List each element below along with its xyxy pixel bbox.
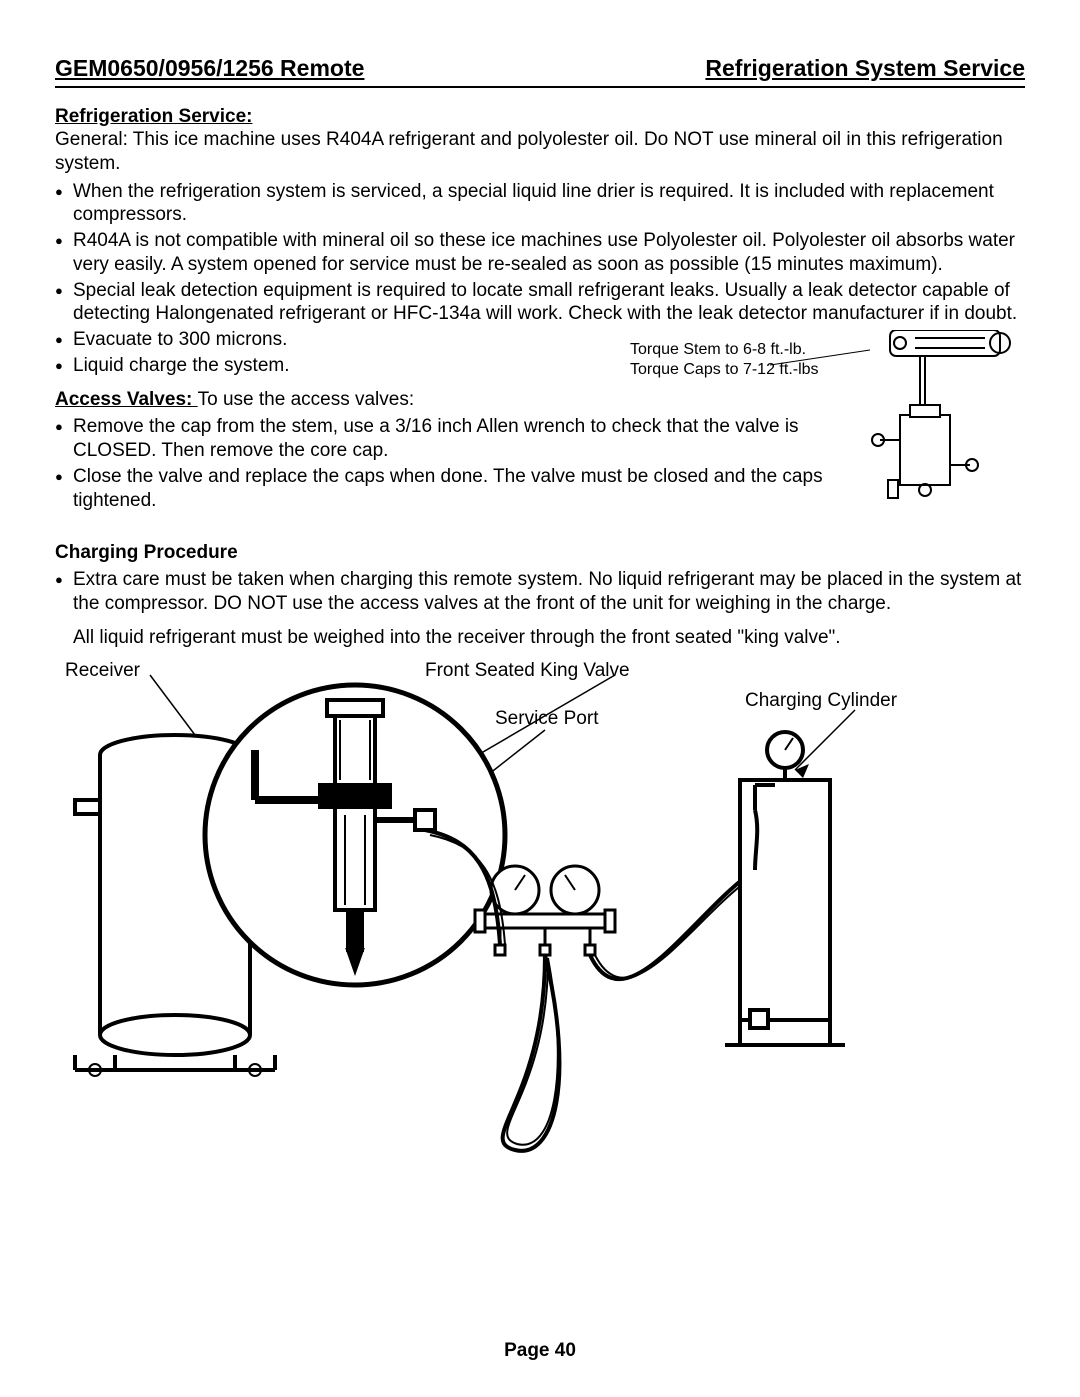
charging-procedure-section: Charging Procedure Extra care must be ta… [55,542,1025,649]
general-line: General: This ice machine uses R404A ref… [55,128,1025,176]
access-valves-label: Access Valves: [55,389,198,410]
access-valves-tail: To use the access valves: [198,389,415,410]
header-left: GEM0650/0956/1256 Remote [55,55,364,82]
service-port-label: Service Port [495,708,598,730]
bullets-2: Remove the cap from the stem, use a 3/16… [55,415,845,512]
refrigeration-service-title: Refrigeration Service: [55,106,252,127]
bullet-item: When the refrigeration system is service… [55,180,1025,228]
charging-cylinder-label: Charging Cylinder [745,690,897,712]
bullets-3: Extra care must be taken when charging t… [55,568,1025,616]
receiver-label: Receiver [65,660,140,682]
access-valve-icon [770,330,1030,510]
bullet-item: Extra care must be taken when charging t… [55,568,1025,616]
page: GEM0650/0956/1256 Remote Refrigeration S… [0,0,1080,1397]
front-seated-king-valve-label: Front Seated King Valve [425,660,630,682]
access-valves-section: Access Valves: To use the access valves:… [55,388,845,513]
bullet-item: R404A is not compatible with mineral oil… [55,229,1025,277]
bullet-item: Special leak detection equipment is requ… [55,279,1025,327]
page-number: Page 40 [0,1340,1080,1362]
bullet-item: Remove the cap from the stem, use a 3/16… [55,415,845,463]
charging-diagram: Receiver Front Seated King Valve Service… [55,650,1025,1170]
charging-note: All liquid refrigerant must be weighed i… [55,626,1025,650]
header-right: Refrigeration System Service [705,55,1025,82]
charging-procedure-title: Charging Procedure [55,542,1025,564]
header-row: GEM0650/0956/1256 Remote Refrigeration S… [55,55,1025,88]
bullet-item: Close the valve and replace the caps whe… [55,465,845,513]
